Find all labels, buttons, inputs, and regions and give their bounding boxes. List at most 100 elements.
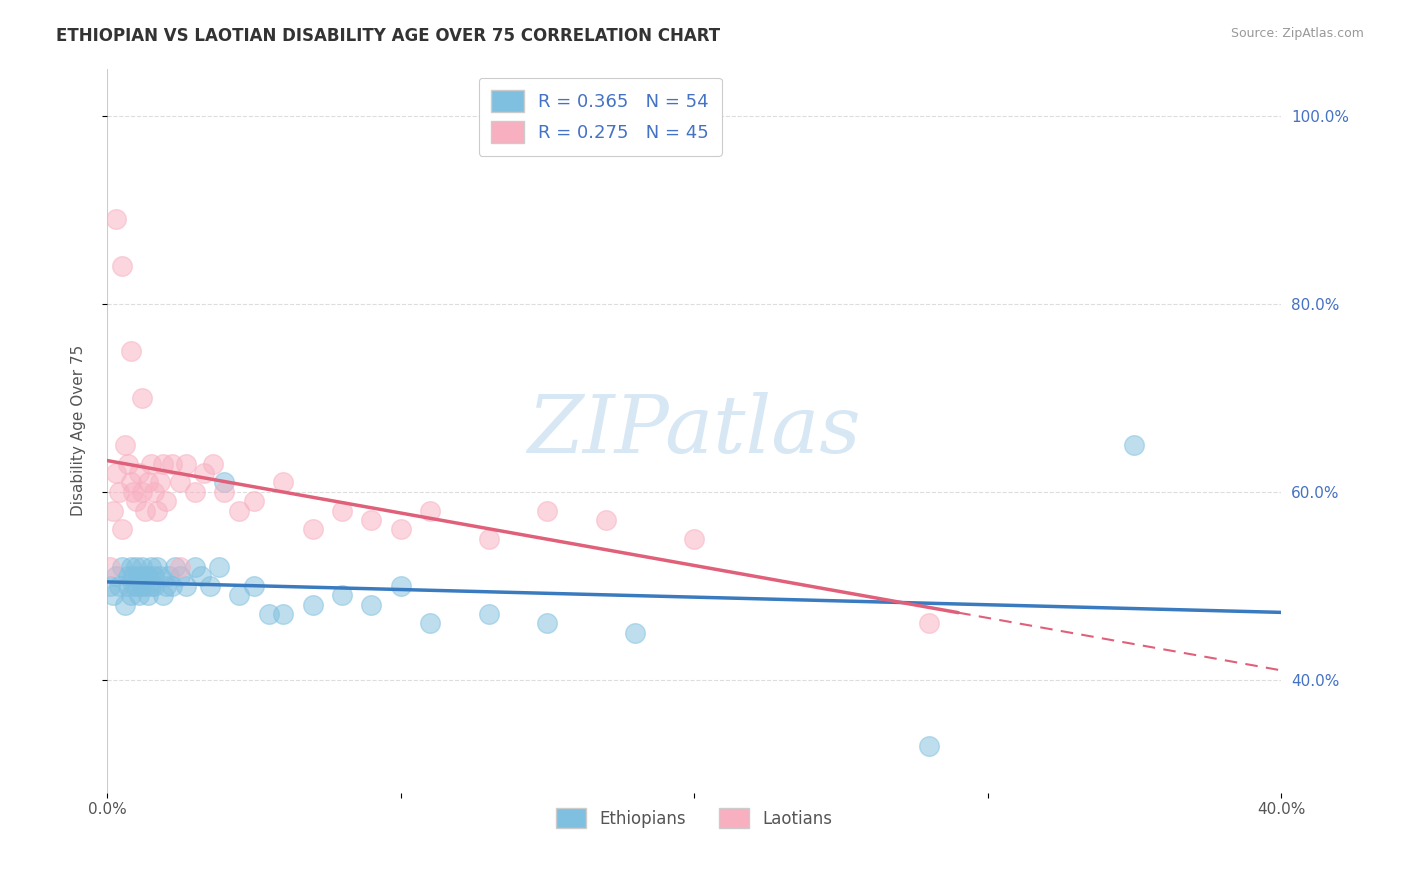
Point bbox=[146, 503, 169, 517]
Point bbox=[214, 475, 236, 490]
Point bbox=[111, 522, 134, 536]
Point bbox=[419, 616, 441, 631]
Point bbox=[243, 579, 266, 593]
Point bbox=[125, 494, 148, 508]
Point bbox=[120, 343, 142, 358]
Point bbox=[190, 569, 212, 583]
Point bbox=[1123, 438, 1146, 452]
Text: ETHIOPIAN VS LAOTIAN DISABILITY AGE OVER 75 CORRELATION CHART: ETHIOPIAN VS LAOTIAN DISABILITY AGE OVER… bbox=[56, 27, 720, 45]
Point bbox=[98, 579, 121, 593]
Point bbox=[301, 598, 323, 612]
Point bbox=[176, 457, 198, 471]
Point bbox=[624, 625, 647, 640]
Point bbox=[104, 466, 127, 480]
Point bbox=[228, 588, 250, 602]
Point bbox=[120, 475, 142, 490]
Point bbox=[143, 579, 166, 593]
Point bbox=[301, 522, 323, 536]
Point bbox=[478, 532, 501, 546]
Point bbox=[143, 569, 166, 583]
Point bbox=[176, 579, 198, 593]
Point bbox=[117, 457, 139, 471]
Point bbox=[117, 569, 139, 583]
Point bbox=[160, 579, 183, 593]
Point bbox=[360, 513, 382, 527]
Point bbox=[101, 588, 124, 602]
Point bbox=[207, 560, 229, 574]
Point bbox=[136, 588, 159, 602]
Point bbox=[683, 532, 706, 546]
Point bbox=[131, 391, 153, 405]
Point bbox=[152, 588, 174, 602]
Point bbox=[104, 212, 127, 227]
Point bbox=[155, 579, 177, 593]
Point bbox=[360, 598, 382, 612]
Point bbox=[125, 560, 148, 574]
Point bbox=[134, 503, 156, 517]
Point bbox=[155, 494, 177, 508]
Point bbox=[918, 739, 941, 753]
Point bbox=[163, 560, 186, 574]
Point bbox=[160, 457, 183, 471]
Point bbox=[146, 560, 169, 574]
Point bbox=[108, 579, 131, 593]
Point bbox=[131, 579, 153, 593]
Point bbox=[108, 484, 131, 499]
Point bbox=[419, 503, 441, 517]
Point bbox=[184, 484, 207, 499]
Point bbox=[536, 503, 558, 517]
Point bbox=[149, 569, 172, 583]
Point bbox=[131, 560, 153, 574]
Point bbox=[271, 475, 294, 490]
Point bbox=[198, 579, 221, 593]
Point bbox=[111, 259, 134, 273]
Point bbox=[184, 560, 207, 574]
Point bbox=[125, 579, 148, 593]
Point bbox=[139, 579, 162, 593]
Text: Source: ZipAtlas.com: Source: ZipAtlas.com bbox=[1230, 27, 1364, 40]
Text: ZIPatlas: ZIPatlas bbox=[527, 392, 860, 469]
Point bbox=[128, 466, 150, 480]
Point bbox=[104, 569, 127, 583]
Point bbox=[139, 560, 162, 574]
Point bbox=[117, 579, 139, 593]
Point bbox=[918, 616, 941, 631]
Point bbox=[139, 457, 162, 471]
Point bbox=[389, 522, 412, 536]
Point bbox=[122, 569, 145, 583]
Point bbox=[136, 569, 159, 583]
Point bbox=[122, 484, 145, 499]
Point bbox=[169, 475, 191, 490]
Point bbox=[201, 457, 224, 471]
Point bbox=[134, 579, 156, 593]
Point bbox=[330, 503, 353, 517]
Point bbox=[120, 588, 142, 602]
Point bbox=[131, 484, 153, 499]
Point bbox=[134, 569, 156, 583]
Point bbox=[193, 466, 215, 480]
Point bbox=[330, 588, 353, 602]
Point bbox=[243, 494, 266, 508]
Y-axis label: Disability Age Over 75: Disability Age Over 75 bbox=[72, 345, 86, 516]
Point bbox=[478, 607, 501, 621]
Point bbox=[98, 560, 121, 574]
Point bbox=[114, 438, 136, 452]
Point bbox=[143, 484, 166, 499]
Point bbox=[169, 560, 191, 574]
Point bbox=[536, 616, 558, 631]
Point bbox=[128, 569, 150, 583]
Point bbox=[228, 503, 250, 517]
Point bbox=[169, 569, 191, 583]
Point bbox=[136, 475, 159, 490]
Point bbox=[128, 588, 150, 602]
Legend: Ethiopians, Laotians: Ethiopians, Laotians bbox=[550, 801, 839, 835]
Point bbox=[257, 607, 280, 621]
Point bbox=[157, 569, 180, 583]
Point bbox=[111, 560, 134, 574]
Point bbox=[214, 484, 236, 499]
Point bbox=[114, 598, 136, 612]
Point bbox=[149, 475, 172, 490]
Point bbox=[120, 560, 142, 574]
Point bbox=[122, 579, 145, 593]
Point bbox=[595, 513, 617, 527]
